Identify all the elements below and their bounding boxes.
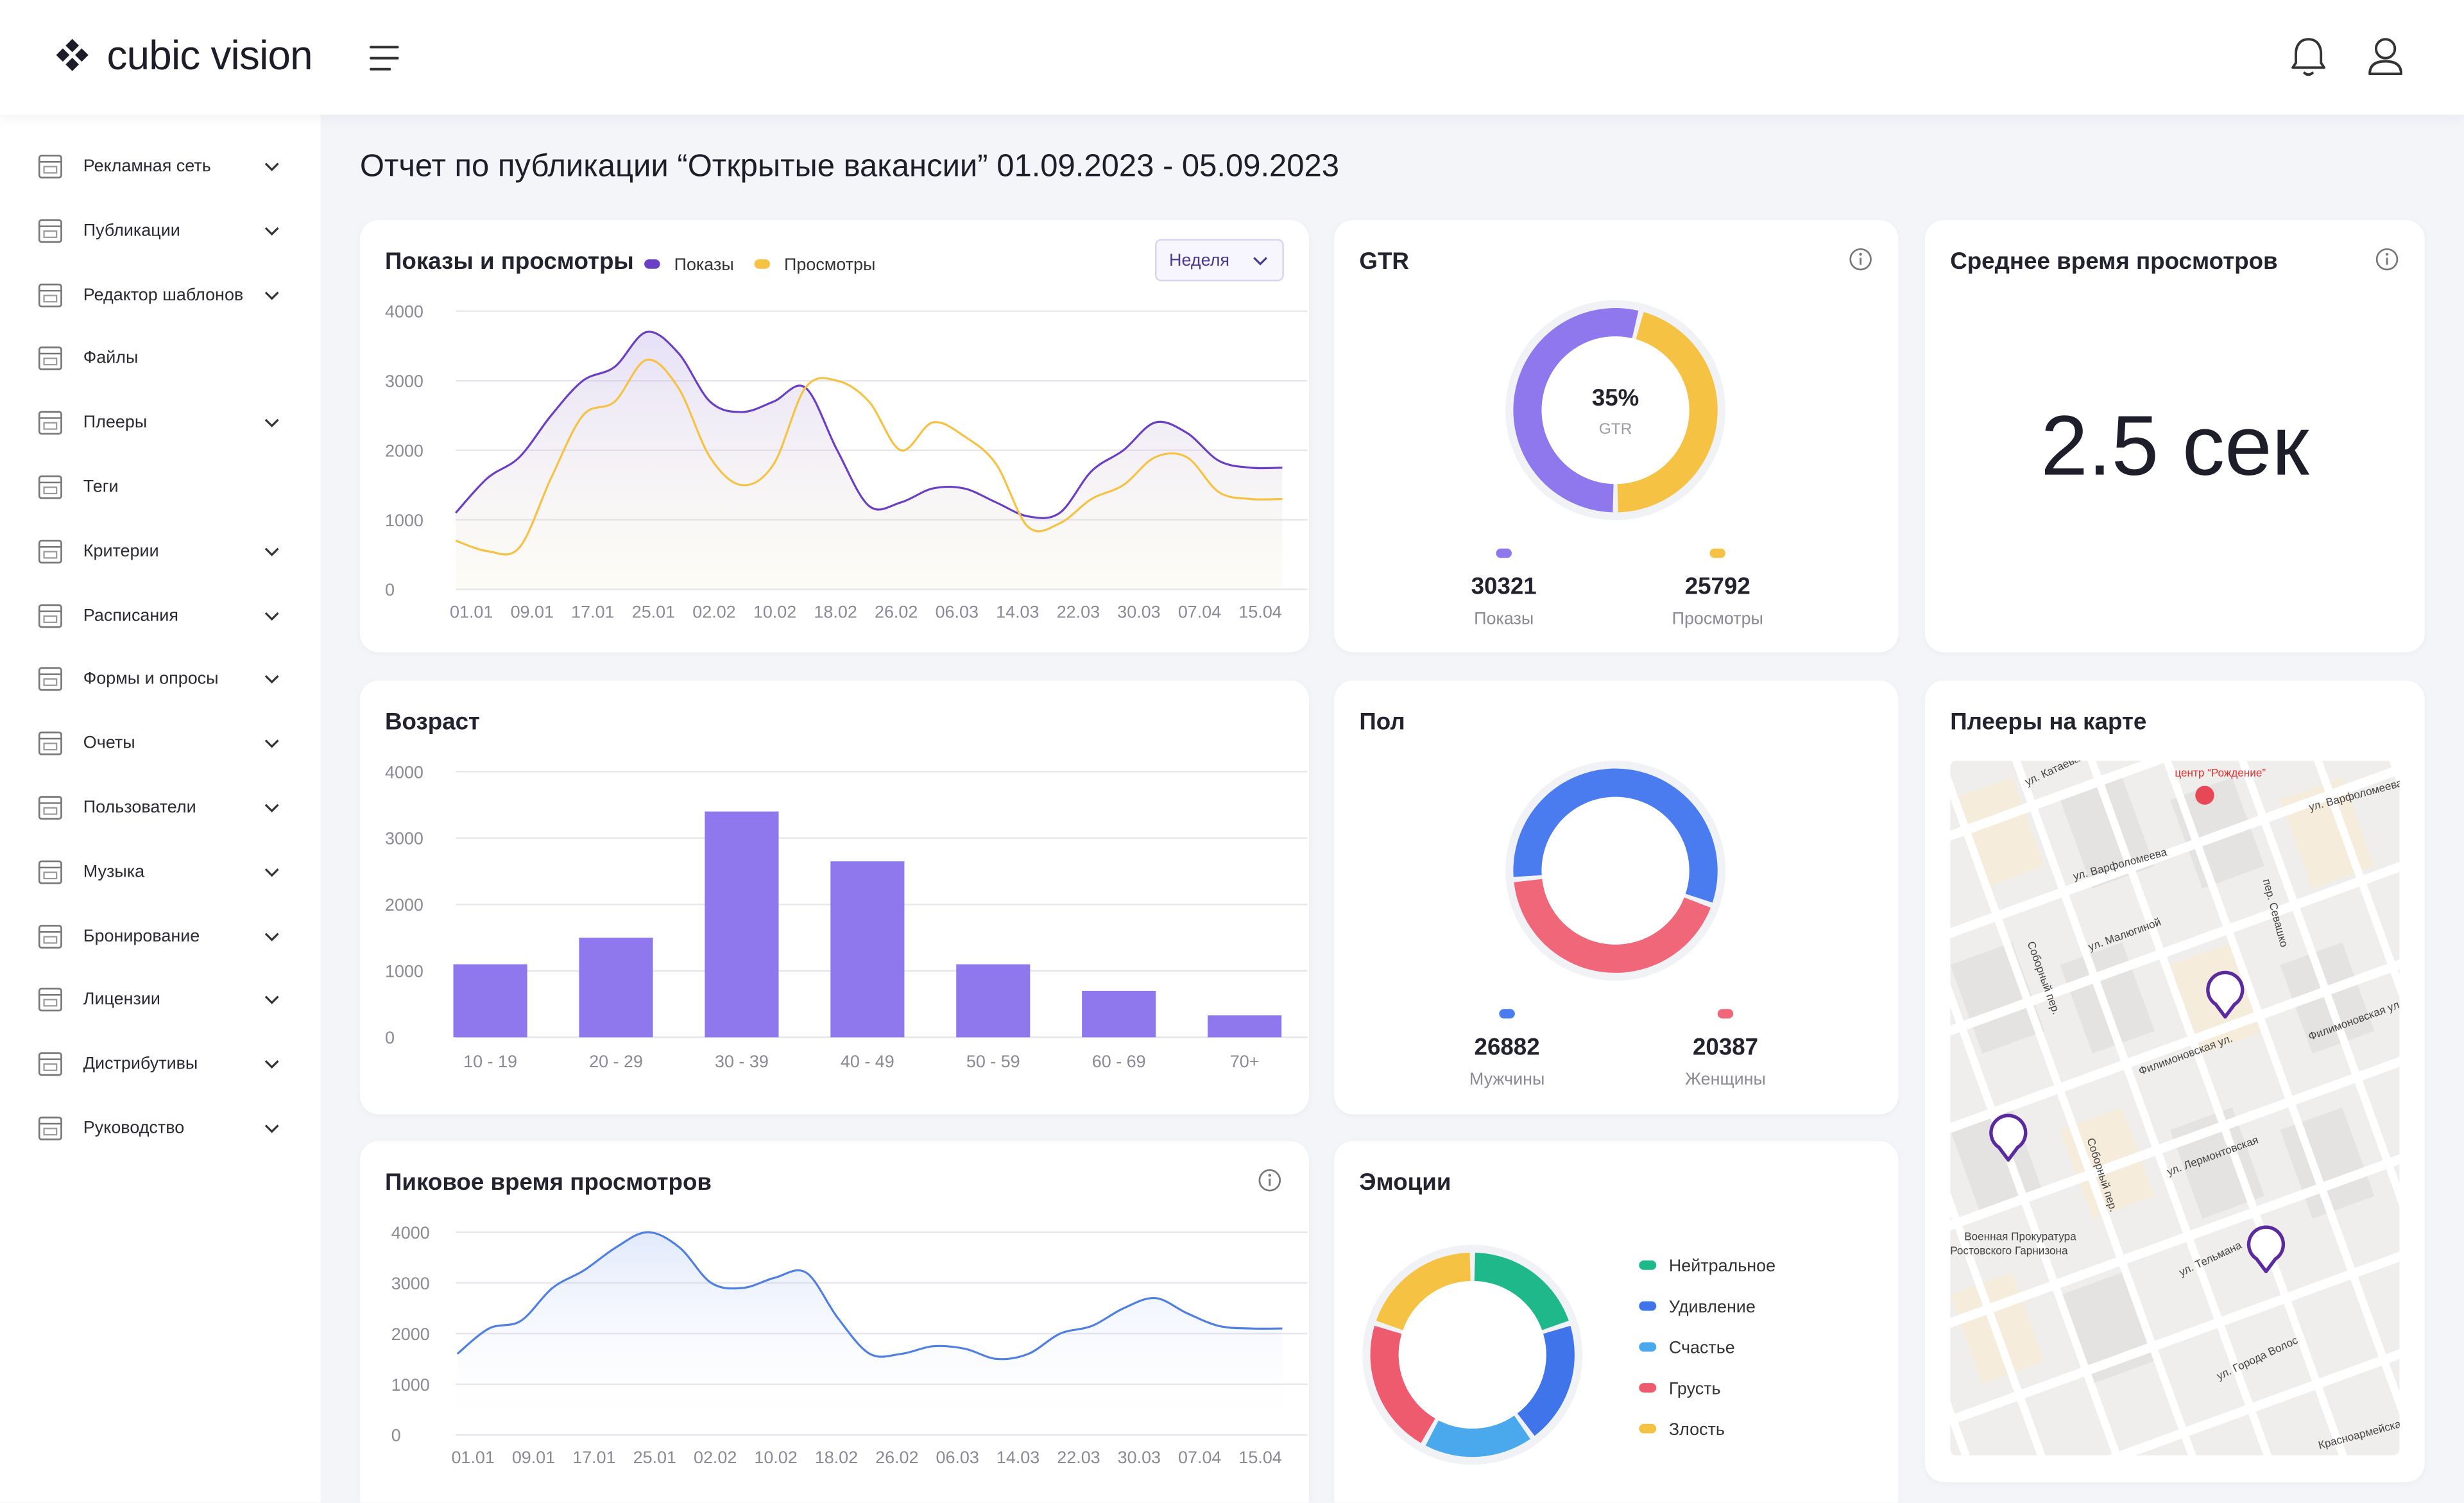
nav-item[interactable]: Файлы <box>35 340 294 378</box>
nav-label: Редактор шаблонов <box>83 285 244 305</box>
notifications-button[interactable] <box>2288 35 2329 79</box>
nav-icon <box>38 796 62 820</box>
chevron <box>264 996 279 1005</box>
nav-label: Дистрибутивы <box>83 1054 198 1074</box>
card-title: Пиковое время просмотров <box>385 1169 712 1196</box>
period-select[interactable]: Неделя <box>1155 239 1284 282</box>
nav-item[interactable]: Плееры <box>35 404 294 442</box>
chevron <box>264 1124 279 1133</box>
nav-icon <box>38 1052 62 1076</box>
kpi-value: 2.5 сек <box>2041 399 2309 494</box>
select-value: Неделя <box>1169 251 1230 271</box>
nav-icon <box>38 155 62 179</box>
card-title: Возраст <box>385 709 481 736</box>
nav-item[interactable]: Формы и опросы <box>35 661 294 699</box>
chevron <box>264 675 279 685</box>
card: Плееры на карте <box>1925 680 2425 1482</box>
chevron <box>264 611 279 621</box>
card-title: Плееры на карте <box>1950 709 2147 736</box>
nav-icon <box>38 667 62 692</box>
card: Среднее время просмотров 2.5 сек <box>1925 219 2425 653</box>
nav-icon <box>38 924 62 949</box>
nav-item[interactable]: Пользователи <box>35 789 294 827</box>
nav-icon <box>38 860 62 884</box>
card-title: Эмоции <box>1359 1169 1451 1196</box>
nav-icon <box>38 1116 62 1140</box>
chevron <box>264 227 279 236</box>
nav-label: Бронирование <box>83 926 200 946</box>
nav-item[interactable]: Публикации <box>35 212 294 250</box>
nav-label: Очеты <box>83 734 135 753</box>
logo <box>56 39 89 71</box>
card: Эмоции <box>1334 1140 1899 1503</box>
chevron <box>264 547 279 556</box>
nav-icon <box>38 988 62 1013</box>
nav-item[interactable]: Критерии <box>35 533 294 571</box>
nav-icon <box>38 603 62 628</box>
card: Пол <box>1334 680 1899 1115</box>
nav-label: Пользователи <box>83 798 196 818</box>
nav-label: Формы и опросы <box>83 670 219 689</box>
nav-label: Рекламная сеть <box>83 157 211 176</box>
card-title: GTR <box>1359 248 1409 275</box>
nav-label: Руководство <box>83 1119 185 1138</box>
chevron <box>264 868 279 877</box>
card: GTR <box>1334 219 1899 653</box>
nav-label: Музыка <box>83 863 145 882</box>
chevron <box>264 803 279 812</box>
nav-item[interactable]: Очеты <box>35 725 294 762</box>
chevron <box>264 1060 279 1069</box>
nav-item[interactable]: Редактор шаблонов <box>35 276 294 314</box>
nav-label: Критерии <box>83 542 159 561</box>
info-icon[interactable] <box>1257 1168 1282 1193</box>
map-road <box>2461 739 2464 1477</box>
nav-label: Лицензии <box>83 990 160 1010</box>
card-title: Среднее время просмотров <box>1950 248 2278 275</box>
nav-item[interactable]: Теги <box>35 468 294 506</box>
nav-item[interactable]: Рекламная сеть <box>35 148 294 185</box>
chevron <box>1253 257 1268 266</box>
nav-icon <box>38 282 62 307</box>
card: Возраст <box>359 680 1310 1115</box>
nav-item[interactable]: Лицензии <box>35 981 294 1019</box>
chevron <box>264 162 279 171</box>
page-title: Отчет по публикации “Открытые вакансии” … <box>359 149 1340 184</box>
nav-item[interactable]: Дистрибутивы <box>35 1045 294 1083</box>
nav-icon <box>38 475 62 499</box>
chevron <box>264 739 279 748</box>
nav-label: Публикации <box>83 221 180 241</box>
nav-label: Файлы <box>83 349 139 369</box>
nav-icon <box>38 411 62 435</box>
card: Пиковое время просмотров <box>359 1140 1310 1503</box>
profile-button[interactable] <box>2365 35 2406 79</box>
card: Показы и просмотры <box>359 219 1310 653</box>
card-title: Пол <box>1359 709 1405 736</box>
header: cubic vision <box>0 0 2464 115</box>
nav-icon <box>38 539 62 563</box>
nav-item[interactable]: Руководство <box>35 1110 294 1147</box>
chevron <box>264 419 279 428</box>
info-icon[interactable] <box>2374 246 2399 271</box>
nav-icon <box>38 219 62 243</box>
nav-icon <box>38 347 62 371</box>
chevron <box>264 291 279 300</box>
nav-label: Плееры <box>83 413 148 433</box>
nav-label: Теги <box>83 477 119 497</box>
nav-item[interactable]: Расписания <box>35 597 294 635</box>
nav-icon <box>38 732 62 756</box>
nav-label: Расписания <box>83 606 178 625</box>
chevron <box>264 932 279 941</box>
nav-item[interactable]: Музыка <box>35 853 294 891</box>
info-icon[interactable] <box>1848 246 1873 271</box>
sidebar: Рекламная сеть Публикации Редактор шаблоно… <box>0 114 321 1503</box>
brand: cubic vision <box>107 31 313 79</box>
nav-item[interactable]: Бронирование <box>35 917 294 955</box>
menu-button[interactable] <box>368 44 402 73</box>
card-title: Показы и просмотры <box>385 248 634 275</box>
